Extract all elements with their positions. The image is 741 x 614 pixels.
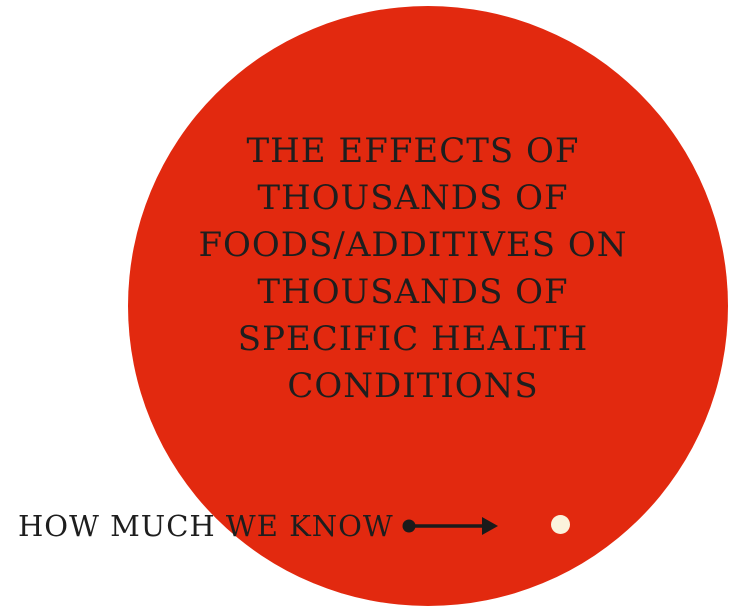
large-red-circle: [128, 6, 728, 606]
caption-row: HOW MUCH WE KNOW: [18, 506, 502, 546]
dot-arrow-right-icon: [402, 517, 498, 535]
small-dot-icon: [551, 515, 570, 534]
caption-label: HOW MUCH WE KNOW: [18, 509, 394, 543]
arrow-head: [481, 517, 498, 535]
circle-statement: THE EFFECTS OF THOUSANDS OF FOODS/ADDITI…: [198, 131, 628, 406]
